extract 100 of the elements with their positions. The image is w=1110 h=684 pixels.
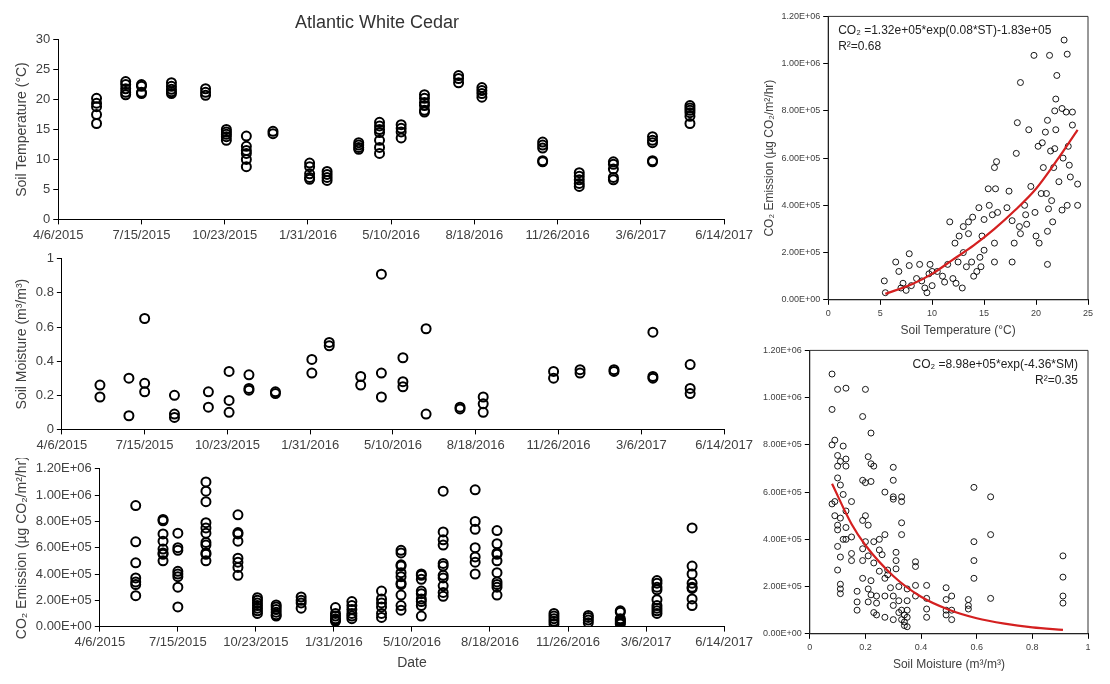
x-tick-label: 5/10/2016 — [362, 226, 421, 242]
point — [202, 401, 214, 413]
x-tick-label: 10/23/2015 — [223, 633, 289, 649]
point — [397, 376, 409, 388]
point — [375, 391, 387, 403]
y-tick-label: 1.20E+06 — [35, 460, 92, 476]
x-tick-label: 1/31/2016 — [305, 633, 363, 649]
y-tick-label: 15 — [35, 121, 51, 137]
y-tick-label: 4.00E+05 — [762, 533, 802, 544]
x-tick-label: 0.8 — [1026, 641, 1039, 652]
point — [477, 406, 489, 418]
x-tick-label: 3/6/2017 — [616, 436, 667, 452]
point — [684, 359, 696, 371]
x-axis-title: Date — [397, 654, 427, 671]
point — [243, 369, 255, 381]
y-tick-label: 25 — [35, 61, 51, 77]
y-tick-label: 6.00E+05 — [762, 486, 802, 497]
y-tick-label: 5 — [43, 181, 51, 197]
x-tick-label: 6/14/2017 — [695, 436, 754, 452]
point — [306, 367, 318, 379]
y-tick-label: 4.00E+05 — [35, 565, 92, 581]
y-tick-label: 0.00E+00 — [762, 628, 802, 639]
x-tick-label: 8/18/2016 — [446, 436, 505, 452]
x-tick-label: 11/26/2016 — [526, 436, 591, 452]
x-tick-label: 0 — [807, 641, 813, 652]
y-tick-label: 10 — [35, 151, 51, 167]
y-tick-label: 0.00E+00 — [781, 294, 821, 305]
annotation: CO₂ =8.98e+05*exp(-4.36*SM) — [912, 356, 1078, 371]
x-tick-label: 7/15/2015 — [148, 633, 207, 649]
annotation: R²=0.68 — [838, 38, 882, 53]
point — [397, 352, 409, 364]
y-tick-label: 8.00E+05 — [762, 439, 802, 450]
point — [139, 386, 151, 398]
x-tick-label: 20 — [1031, 307, 1042, 318]
y-tick-label: 0.8 — [35, 284, 54, 300]
point — [375, 367, 387, 379]
point — [684, 382, 696, 394]
y-tick-label: 8.00E+05 — [35, 512, 92, 528]
point — [647, 326, 659, 338]
y-tick-label: 1.00E+06 — [762, 392, 802, 403]
x-tick-label: 5/10/2016 — [364, 436, 422, 452]
x-axis-title: Soil Moisture (m³/m³) — [892, 657, 1005, 672]
x-tick-label: 8/18/2016 — [461, 633, 519, 649]
x-tick-label: 15 — [979, 307, 990, 318]
point — [168, 389, 180, 401]
y-tick-label: 6.00E+05 — [35, 539, 92, 555]
point — [548, 365, 560, 377]
y-tick-label: 1.20E+06 — [781, 10, 821, 21]
x-tick-label: 6/14/2017 — [695, 226, 754, 242]
x-tick-label: 8/18/2016 — [445, 226, 504, 242]
y-tick-label: 1 — [46, 250, 54, 266]
y-tick-label: 0.6 — [35, 318, 54, 334]
y-tick-label: 0.00E+00 — [35, 618, 92, 634]
x-tick-label: 4/6/2015 — [36, 436, 88, 452]
y-tick-label: 0 — [46, 420, 54, 436]
point — [323, 340, 335, 352]
point — [397, 381, 409, 393]
y-tick-label: 8.00E+05 — [781, 105, 821, 116]
x-tick-label: 7/15/2015 — [112, 226, 171, 242]
point — [420, 323, 432, 335]
x-tick-label: 4/6/2015 — [32, 226, 84, 242]
point — [94, 379, 106, 391]
point — [306, 353, 318, 365]
y-tick-label: 0.4 — [35, 352, 54, 368]
x-tick-label: 0 — [825, 307, 831, 318]
point — [223, 406, 235, 418]
point — [548, 372, 560, 384]
point — [355, 371, 367, 383]
x-tick-label: 0.2 — [859, 641, 872, 652]
annotation: CO₂ =1.32e+05*exp(0.08*ST)-1.83e+05 — [838, 22, 1052, 37]
x-tick-label: 10 — [927, 307, 938, 318]
chart-title: Atlantic White Cedar — [294, 11, 460, 32]
y-tick-label: 1.20E+06 — [762, 344, 802, 355]
x-tick-label: 11/26/2016 — [535, 633, 601, 649]
x-tick-label: 0.4 — [914, 641, 928, 652]
y-tick-label: 20 — [35, 91, 51, 107]
point — [123, 372, 135, 384]
x-tick-label: 1/31/2016 — [281, 436, 340, 452]
x-tick-label: 10/23/2015 — [194, 436, 260, 452]
x-tick-label: 5/10/2016 — [383, 633, 441, 649]
point — [477, 398, 489, 410]
y-tick-label: 2.00E+05 — [762, 581, 802, 592]
y-tick-label: 0.2 — [35, 386, 54, 402]
y-tick-label: 1.00E+06 — [781, 58, 821, 69]
point — [375, 268, 387, 280]
x-tick-label: 10/23/2015 — [192, 226, 258, 242]
x-tick-label: 3/6/2017 — [615, 226, 667, 242]
x-tick-label: 11/26/2016 — [525, 226, 590, 242]
point — [684, 388, 696, 400]
x-tick-label: 1/31/2016 — [279, 226, 337, 242]
x-tick-label: 6/14/2017 — [695, 633, 754, 649]
x-tick-label: 0.6 — [970, 641, 983, 652]
point — [223, 394, 235, 406]
point — [477, 391, 489, 403]
point — [139, 377, 151, 389]
y-axis-title: Soil Moisture (m³/m³) — [13, 278, 30, 410]
y-tick-label: 30 — [35, 31, 51, 47]
y-tick-label: 4.00E+05 — [781, 199, 821, 210]
x-tick-label: 1 — [1085, 641, 1091, 652]
x-tick-label: 3/6/2017 — [620, 633, 672, 649]
